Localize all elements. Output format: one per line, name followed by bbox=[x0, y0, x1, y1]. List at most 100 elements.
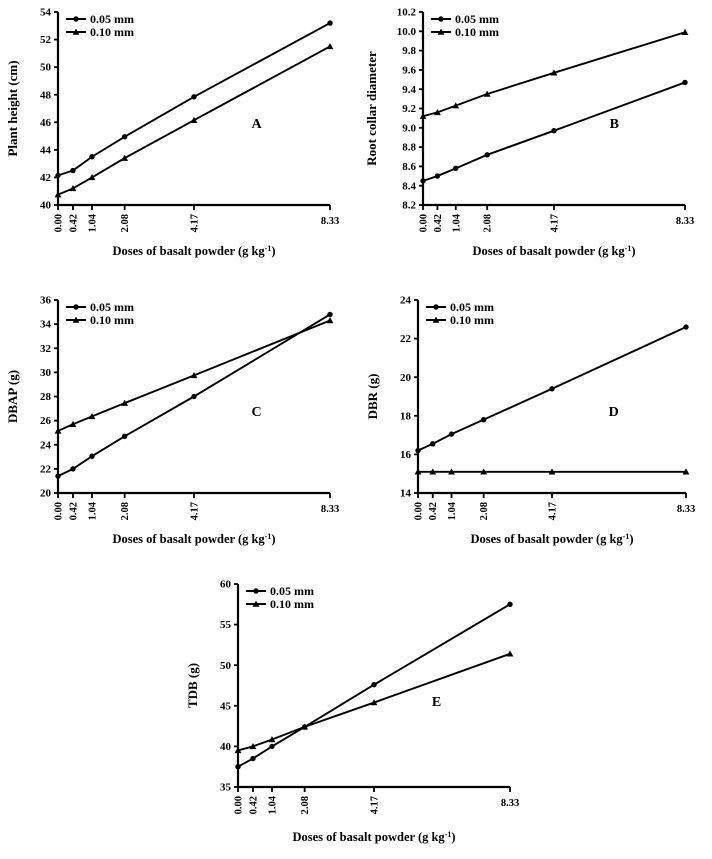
data-point bbox=[121, 154, 129, 161]
series-005mm-e bbox=[235, 601, 513, 770]
series-005mm-b bbox=[420, 79, 688, 184]
chart-panel-e: 35 40 45 50 55 60 0.00 0.42 1.04 2.08 4.17 8.33 0.05… bbox=[180, 572, 536, 859]
x-tick-label: 0.00 bbox=[419, 214, 430, 232]
x-tick-label: 2.08 bbox=[120, 502, 131, 520]
legend-e: 0.05 mm0.10 mm bbox=[246, 584, 314, 611]
data-point bbox=[434, 173, 441, 179]
series-010mm-a bbox=[54, 43, 334, 198]
legend-marker-circle bbox=[253, 588, 259, 594]
data-point bbox=[452, 102, 460, 109]
y-tick-label: 50 bbox=[220, 660, 232, 672]
legend-d: 0.05 mm0.10 mm bbox=[426, 300, 494, 327]
data-point bbox=[480, 468, 488, 475]
legend-marker-triangle bbox=[437, 28, 445, 35]
series-010mm-d bbox=[414, 468, 690, 475]
data-point bbox=[89, 453, 95, 459]
x-tick-label: 0.00 bbox=[54, 214, 65, 232]
legend-b: 0.05 mm0.10 mm bbox=[431, 12, 499, 39]
y-tick-label: 10.2 bbox=[397, 7, 417, 19]
y-tick-label: 8.8 bbox=[402, 142, 416, 154]
x-tick-label: 1.04 bbox=[88, 213, 99, 232]
data-point bbox=[430, 441, 436, 447]
legend-c: 0.05 mm0.10 mm bbox=[66, 300, 134, 327]
x-tick-label: 8.33 bbox=[501, 798, 519, 809]
y-tick-label: 52 bbox=[40, 34, 52, 46]
x-tick-label: 8.33 bbox=[321, 216, 339, 227]
y-axis-ticks-e: 35 40 45 50 55 60 bbox=[220, 579, 238, 794]
x-tick-label: 4.17 bbox=[190, 214, 201, 232]
data-point bbox=[235, 764, 241, 770]
y-tick-label: 8.4 bbox=[402, 180, 416, 192]
data-point bbox=[269, 743, 275, 750]
data-point bbox=[453, 165, 459, 172]
series-010mm-b bbox=[419, 28, 689, 119]
legend-marker-triangle bbox=[72, 316, 80, 323]
x-tick-label: 0.42 bbox=[433, 214, 444, 232]
y-tick-label: 45 bbox=[220, 700, 232, 712]
data-point bbox=[415, 447, 421, 454]
x-axis-title: Doses of basalt powder (g kg-1) bbox=[292, 830, 455, 844]
data-point bbox=[681, 28, 689, 35]
x-tick-label: 4.17 bbox=[548, 502, 559, 520]
data-point bbox=[88, 174, 96, 181]
x-tick-label: 1.04 bbox=[447, 501, 458, 520]
legend-marker-circle bbox=[438, 16, 444, 22]
y-tick-label: 36 bbox=[40, 295, 52, 307]
data-point bbox=[327, 20, 333, 26]
series-005mm-d bbox=[415, 324, 689, 454]
legend-label: 0.10 mm bbox=[455, 25, 499, 39]
series-005mm-c bbox=[55, 311, 333, 479]
legend-marker-circle bbox=[433, 304, 439, 310]
series-005mm-a bbox=[55, 20, 333, 179]
x-tick-label: 1.04 bbox=[88, 501, 99, 520]
y-axis-ticks-b: 8.2 8.4 8.6 8.8 9.0 9.2 9.4 9.6 9.8 10.0 10.2 bbox=[397, 7, 423, 212]
y-tick-label: 55 bbox=[220, 619, 232, 631]
x-tick-label: 1.04 bbox=[451, 213, 462, 232]
axis-lines-a bbox=[56, 12, 330, 207]
data-point bbox=[448, 468, 455, 475]
series-010mm-e bbox=[234, 650, 514, 754]
y-tick-label: 60 bbox=[220, 579, 232, 591]
y-tick-label: 10.0 bbox=[397, 26, 417, 38]
y-tick-label: 42 bbox=[40, 172, 52, 184]
data-point bbox=[429, 468, 437, 475]
legend-label: 0.05 mm bbox=[90, 12, 134, 26]
x-axis-title: Doses of basalt powder (g kg-1) bbox=[470, 532, 633, 546]
x-tick-label: 0.00 bbox=[234, 796, 245, 814]
x-tick-label: 0.42 bbox=[68, 214, 79, 232]
panel-letter: A bbox=[251, 117, 262, 132]
y-tick-label: 9.8 bbox=[402, 45, 416, 57]
x-axis-ticks-e: 0.00 0.42 1.04 2.08 4.17 8.33 bbox=[234, 787, 519, 814]
data-point bbox=[191, 393, 197, 400]
x-tick-label: 8.33 bbox=[677, 504, 695, 515]
y-tick-label: 34 bbox=[40, 319, 52, 331]
y-tick-label: 40 bbox=[220, 741, 232, 753]
y-tick-label: 9.2 bbox=[402, 103, 416, 115]
data-point bbox=[548, 468, 556, 475]
axis-lines-b bbox=[421, 12, 685, 207]
x-tick-label: 0.42 bbox=[68, 502, 79, 520]
data-point bbox=[55, 473, 61, 479]
chart-panel-d: 14 16 18 20 22 24 0.00 0.42 1.04 2.08 4.17 8.33 0.05… bbox=[360, 288, 712, 550]
data-point bbox=[683, 324, 689, 330]
chart-panel-c: 20 22 24 26 28 30 32 34 36 0.00 0.42 1.04 2.08 4.17 8.… bbox=[0, 288, 356, 550]
data-point bbox=[414, 468, 422, 475]
x-axis-title: Doses of basalt powder (g kg-1) bbox=[112, 532, 275, 546]
y-tick-label: 9.6 bbox=[402, 65, 416, 77]
legend-a: 0.05 mm0.10 mm bbox=[66, 12, 134, 39]
x-tick-label: 0.00 bbox=[54, 502, 65, 520]
data-point bbox=[434, 108, 441, 116]
y-tick-label: 50 bbox=[40, 62, 52, 74]
chart-panel-a: 40 42 44 46 48 50 52 54 0.00 0.42 1.04 2.08 4.17 8.33… bbox=[0, 0, 356, 262]
y-axis-title: DBR (g) bbox=[365, 374, 380, 420]
data-point bbox=[326, 43, 334, 50]
legend-label: 0.05 mm bbox=[455, 12, 499, 26]
data-point bbox=[327, 311, 333, 318]
y-tick-label: 28 bbox=[40, 391, 52, 403]
data-point bbox=[190, 116, 198, 123]
x-axis-ticks-b: 0.00 0.42 1.04 2.08 4.17 8.33 bbox=[419, 205, 694, 232]
panel-letter: D bbox=[609, 405, 619, 420]
legend-marker-circle bbox=[73, 304, 79, 310]
data-point bbox=[682, 468, 690, 475]
y-axis-ticks-a: 40 42 44 46 48 50 52 54 bbox=[40, 7, 58, 212]
